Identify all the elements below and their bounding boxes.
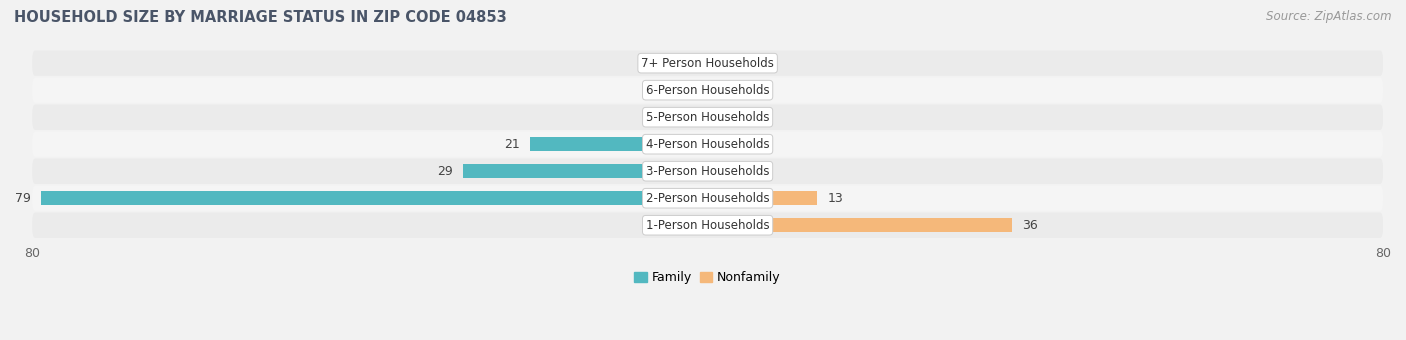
Text: 1: 1 <box>756 165 763 178</box>
FancyBboxPatch shape <box>32 212 1384 238</box>
Bar <box>707 56 745 70</box>
FancyBboxPatch shape <box>32 104 1384 130</box>
Text: HOUSEHOLD SIZE BY MARRIAGE STATUS IN ZIP CODE 04853: HOUSEHOLD SIZE BY MARRIAGE STATUS IN ZIP… <box>14 10 506 25</box>
Bar <box>463 164 707 178</box>
Text: 2: 2 <box>756 111 763 124</box>
FancyBboxPatch shape <box>32 158 1384 184</box>
Text: 0: 0 <box>756 138 763 151</box>
Text: 13: 13 <box>828 192 844 205</box>
Bar <box>707 191 817 205</box>
FancyBboxPatch shape <box>32 186 1384 211</box>
Text: 5-Person Households: 5-Person Households <box>645 111 769 124</box>
Bar <box>669 56 707 70</box>
FancyBboxPatch shape <box>32 50 1384 76</box>
Bar <box>707 137 745 151</box>
Text: 3-Person Households: 3-Person Households <box>645 165 769 178</box>
Legend: Family, Nonfamily: Family, Nonfamily <box>631 267 785 288</box>
FancyBboxPatch shape <box>32 78 1384 103</box>
Bar <box>669 110 707 124</box>
FancyBboxPatch shape <box>32 132 1384 157</box>
Text: 36: 36 <box>1022 219 1038 232</box>
Text: 79: 79 <box>14 192 31 205</box>
Bar <box>41 191 707 205</box>
Bar <box>707 218 1011 232</box>
Bar <box>707 164 745 178</box>
Text: 6-Person Households: 6-Person Households <box>645 84 769 97</box>
Text: Source: ZipAtlas.com: Source: ZipAtlas.com <box>1267 10 1392 23</box>
Bar <box>707 110 745 124</box>
Text: 0: 0 <box>651 219 659 232</box>
Text: 0: 0 <box>756 84 763 97</box>
Bar <box>530 137 707 151</box>
Text: 0: 0 <box>756 57 763 70</box>
Bar <box>669 218 707 232</box>
Text: 2-Person Households: 2-Person Households <box>645 192 769 205</box>
Text: 29: 29 <box>437 165 453 178</box>
Text: 1-Person Households: 1-Person Households <box>645 219 769 232</box>
Text: 7+ Person Households: 7+ Person Households <box>641 57 775 70</box>
Text: 0: 0 <box>651 57 659 70</box>
Bar <box>707 83 745 97</box>
Text: 4-Person Households: 4-Person Households <box>645 138 769 151</box>
Text: 0: 0 <box>651 84 659 97</box>
Text: 3: 3 <box>651 111 659 124</box>
Bar <box>669 83 707 97</box>
Text: 21: 21 <box>505 138 520 151</box>
